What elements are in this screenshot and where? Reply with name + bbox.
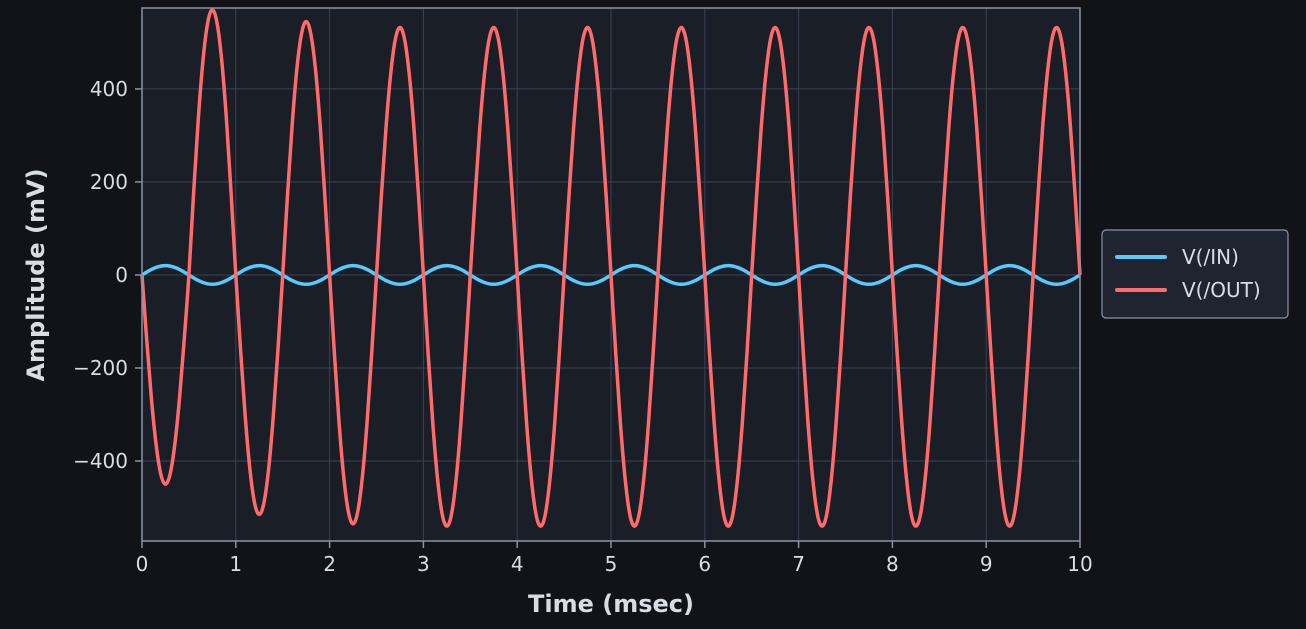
x-tick-label: 5 [605, 552, 618, 576]
y-tick-label: 200 [90, 170, 128, 194]
y-axis-label: Amplitude (mV) [22, 168, 50, 381]
legend-label: V(/OUT) [1182, 278, 1261, 302]
x-tick-label: 8 [886, 552, 899, 576]
y-tick-label: −400 [73, 449, 128, 473]
x-tick-label: 1 [229, 552, 242, 576]
y-tick-label: 0 [115, 263, 128, 287]
ticks: 0 1 2 3 4 5 6 7 8 9 10 −400 −200 0 200 400 [73, 77, 1093, 576]
y-tick-label: −200 [73, 356, 128, 380]
x-tick-label: 7 [792, 552, 805, 576]
x-tick-label: 9 [980, 552, 993, 576]
x-axis-label: Time (msec) [528, 590, 694, 618]
x-tick-label: 10 [1067, 552, 1092, 576]
series-line [140, 8, 1082, 528]
legend-box [1101, 229, 1289, 319]
x-tick-label: 0 [136, 552, 149, 576]
legend-label: V(/IN) [1182, 245, 1239, 269]
x-tick-label: 2 [323, 552, 336, 576]
y-tick-label: 400 [90, 77, 128, 101]
x-tick-label: 4 [511, 552, 524, 576]
lines [140, 8, 1082, 528]
x-tick-label: 6 [698, 552, 711, 576]
x-tick-label: 3 [417, 552, 430, 576]
legend: V(/IN) V(/OUT) [1101, 229, 1289, 319]
